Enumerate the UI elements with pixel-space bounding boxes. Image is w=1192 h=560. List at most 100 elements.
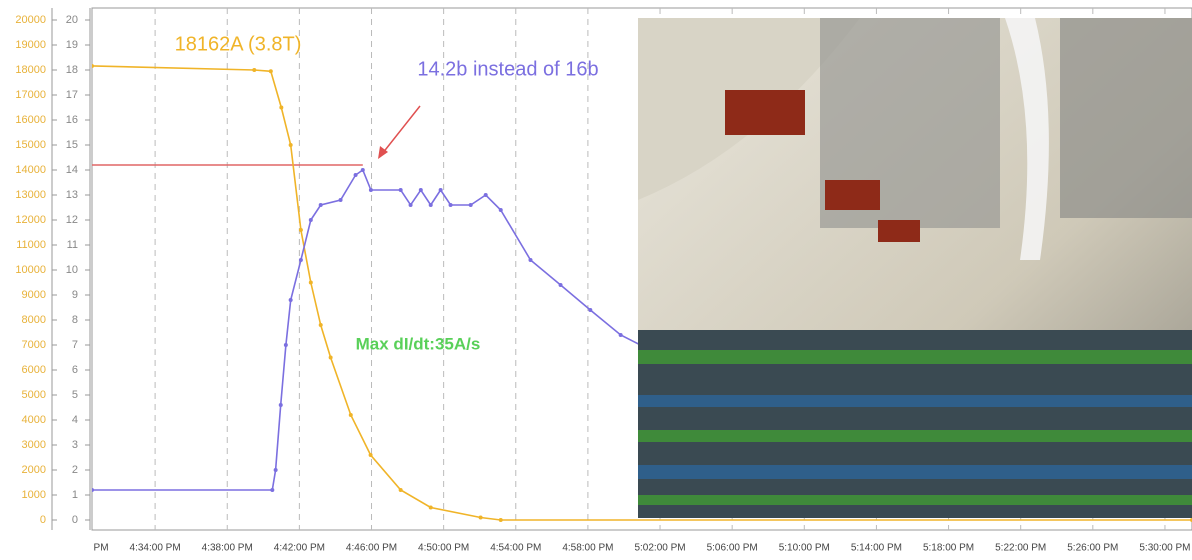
data-point <box>439 188 443 192</box>
photo <box>638 18 1192 518</box>
x-tick-label: 4:42:00 PM <box>274 543 325 554</box>
x-tick-label: 5:06:00 PM <box>707 543 758 554</box>
data-point <box>279 106 283 110</box>
data-point <box>399 488 403 492</box>
x-tick-label: 4:34:00 PM <box>130 543 181 554</box>
data-point <box>309 218 313 222</box>
annotation: Max dI/dt:35A/s <box>356 334 481 353</box>
data-point <box>289 298 293 302</box>
data-point <box>284 343 288 347</box>
y-tick-label: 12000 <box>15 214 46 226</box>
data-point <box>299 258 303 262</box>
data-point <box>479 516 483 520</box>
y-tick-label: 10000 <box>15 264 46 276</box>
data-point <box>399 188 403 192</box>
y2-tick-label: 8 <box>72 314 78 326</box>
y-tick-label: 7000 <box>22 339 46 351</box>
y-tick-label: 9000 <box>22 289 46 301</box>
data-point <box>274 468 278 472</box>
y2-tick-label: 5 <box>72 389 78 401</box>
data-point <box>299 228 303 232</box>
y2-tick-label: 3 <box>72 439 78 451</box>
page: 0100020003000400050006000700080009000100… <box>0 0 1192 560</box>
data-point <box>429 506 433 510</box>
data-point <box>588 308 592 312</box>
data-point <box>559 283 563 287</box>
x-axis: 4:30:00 PM 4:34:00 PM 4:38:00 PM 4:42:00 PM… <box>57 530 1190 554</box>
data-point <box>289 143 293 147</box>
y2-tick-label: 9 <box>72 289 78 301</box>
x-tick-label: 4:30:00 PM <box>57 543 108 554</box>
y2-tick-label: 13 <box>66 189 78 201</box>
data-point <box>528 258 532 262</box>
data-point <box>369 188 373 192</box>
x-tick-label: 4:38:00 PM <box>202 543 253 554</box>
x-tick-label: 5:18:00 PM <box>923 543 974 554</box>
photo-magnet <box>638 395 1192 407</box>
y2-tick-label: 19 <box>66 39 78 51</box>
annotation: 18162A (3.8T) <box>175 33 302 55</box>
y2-tick-label: 4 <box>72 414 78 426</box>
data-point <box>319 203 323 207</box>
x-tick-label: 5:26:00 PM <box>1067 543 1118 554</box>
data-point <box>349 413 353 417</box>
data-point <box>484 193 488 197</box>
y-tick-label: 18000 <box>15 64 46 76</box>
data-point <box>499 518 503 522</box>
x-tick-label: 5:22:00 PM <box>995 543 1046 554</box>
y-tick-label: 0 <box>40 514 46 526</box>
y2-tick-label: 2 <box>72 464 78 476</box>
x-tick-label: 4:50:00 PM <box>418 543 469 554</box>
data-point <box>419 188 423 192</box>
y-tick-label: 15000 <box>15 139 46 151</box>
data-point <box>252 68 256 72</box>
photo-fan <box>725 90 805 135</box>
y2-tick-label: 16 <box>66 114 78 126</box>
y2-tick-label: 1 <box>72 489 78 501</box>
y2-tick-label: 17 <box>66 89 78 101</box>
y-tick-label: 11000 <box>16 239 46 251</box>
y2-tick-label: 20 <box>66 14 78 26</box>
data-point <box>369 453 373 457</box>
y-tick-label: 6000 <box>22 364 46 376</box>
data-point <box>309 281 313 285</box>
x-tick-label: 5:10:00 PM <box>779 543 830 554</box>
y-tick-label: 4000 <box>22 414 46 426</box>
data-point <box>269 69 273 73</box>
y-tick-label: 1000 <box>22 489 46 501</box>
y2-tick-label: 0 <box>72 514 78 526</box>
data-point <box>429 203 433 207</box>
photo-magnet <box>638 465 1192 479</box>
data-point <box>619 333 623 337</box>
data-point <box>469 203 473 207</box>
y2-tick-label: 7 <box>72 339 78 351</box>
data-point <box>354 173 358 177</box>
data-point <box>270 488 274 492</box>
x-tick-label: 5:14:00 PM <box>851 543 902 554</box>
y2-tick-label: 11 <box>67 239 78 251</box>
y2-tick-label: 12 <box>66 214 78 226</box>
photo-rail <box>638 430 1192 442</box>
y2-tick-label: 18 <box>66 64 78 76</box>
data-point <box>90 488 94 492</box>
data-point <box>279 403 283 407</box>
chart: 0100020003000400050006000700080009000100… <box>0 0 1192 560</box>
y-tick-label: 2000 <box>22 464 46 476</box>
y-tick-label: 3000 <box>22 439 46 451</box>
y2-tick-label: 14 <box>66 164 78 176</box>
photo-fan <box>825 180 880 210</box>
y-tick-label: 14000 <box>15 164 46 176</box>
data-point <box>449 203 453 207</box>
photo-rail <box>638 495 1192 505</box>
data-point <box>409 203 413 207</box>
photo-pipes <box>1060 18 1192 218</box>
y-tick-label: 16000 <box>15 114 46 126</box>
y-tick-label: 13000 <box>15 189 46 201</box>
y-tick-label: 5000 <box>22 389 46 401</box>
x-tick-label: 4:54:00 PM <box>490 543 541 554</box>
y-tick-label: 17000 <box>15 89 46 101</box>
x-tick-label: 5:30:00 PM <box>1139 543 1190 554</box>
y-tick-label: 19000 <box>15 39 46 51</box>
data-point <box>361 168 365 172</box>
y2-tick-label: 15 <box>66 139 78 151</box>
